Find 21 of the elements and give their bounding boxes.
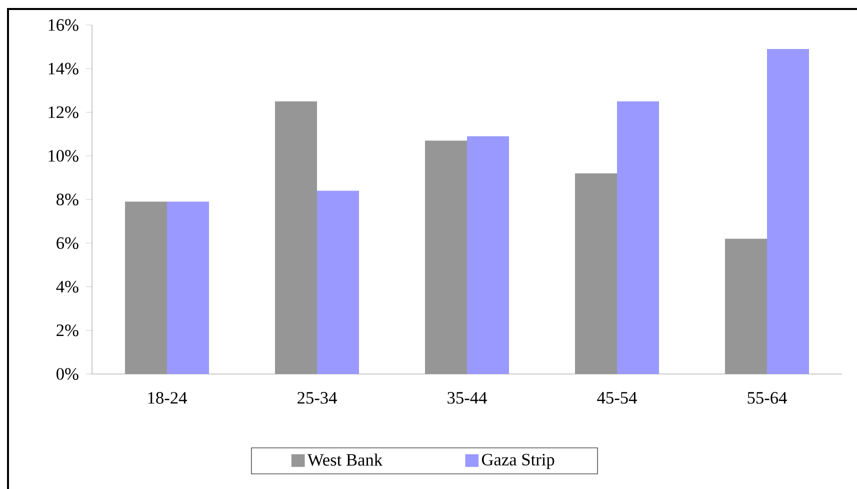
y-tick-label: 16% (48, 19, 78, 31)
y-tick-label: 8% (56, 194, 78, 206)
x-tick-label: 18-24 (148, 392, 187, 404)
y-tick-label: 4% (56, 280, 78, 293)
bar (167, 202, 210, 374)
y-tick-label: 12% (48, 106, 78, 118)
x-tick-label: 45-54 (597, 392, 637, 404)
y-tick-label: 14% (48, 62, 78, 74)
y-tick-label: 0% (56, 368, 78, 380)
bar (467, 136, 509, 374)
bar (617, 101, 659, 374)
x-tick-label: 55-64 (748, 392, 787, 404)
legend-label: West Bank (307, 454, 383, 466)
bar (767, 48, 809, 374)
legend-label: Gaza Strip (482, 454, 554, 469)
y-tick-label: 10% (48, 150, 78, 162)
y-tick-label: 2% (56, 324, 78, 336)
x-tick-label: 25-34 (298, 392, 337, 404)
bar (317, 190, 360, 374)
y-tick-label: 6% (56, 237, 78, 249)
x-tick-label: 35-44 (448, 392, 487, 404)
